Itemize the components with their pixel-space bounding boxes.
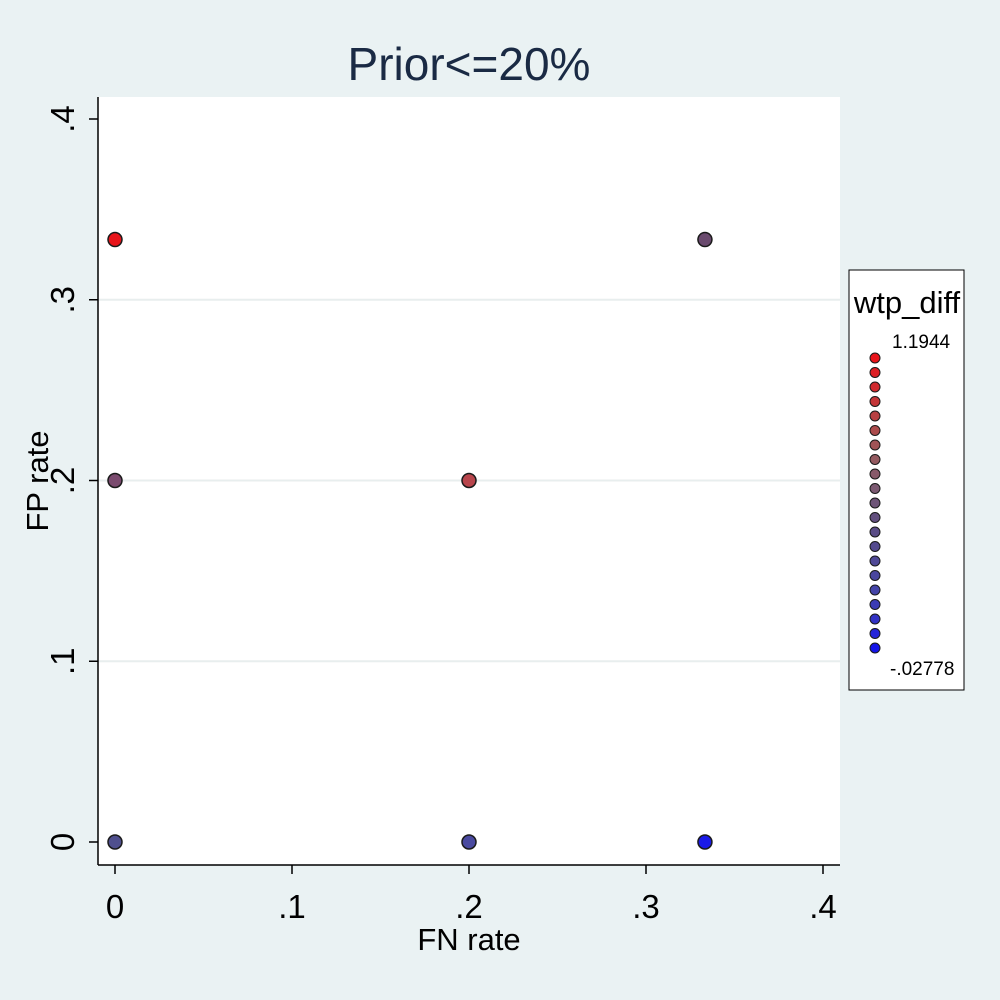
legend-title: wtp_diff	[853, 285, 961, 320]
y-axis-label: FP rate	[20, 430, 55, 531]
legend-dot-5	[869, 425, 881, 436]
y-tick-label-1: .1	[44, 647, 81, 675]
legend-dot-16	[869, 584, 881, 596]
legend-dot-4	[869, 410, 881, 422]
x-ticks: 0 .1 .2 .3 .4	[106, 865, 837, 925]
x-tick-label-2: .2	[455, 888, 483, 925]
data-point-2	[107, 834, 123, 850]
legend-dot-7	[869, 454, 881, 465]
legend-dot-9	[869, 483, 881, 494]
legend-dot-1	[869, 367, 881, 378]
data-points	[107, 231, 713, 850]
legend-dot-20	[869, 642, 881, 654]
legend-dot-0	[869, 352, 881, 364]
legend-min-label: -.02778	[890, 659, 954, 680]
y-tick-label-3: .3	[44, 286, 81, 314]
legend-dot-3	[869, 396, 881, 407]
x-axis-label: FN rate	[417, 922, 520, 957]
legend-dot-14	[869, 555, 881, 567]
legend-dot-12	[869, 526, 881, 538]
legend-box	[848, 269, 965, 691]
x-tick-label-0: 0	[106, 888, 124, 925]
y-tick-label-2: .2	[44, 467, 81, 495]
data-point-1	[107, 472, 123, 489]
legend-dot-2	[869, 381, 881, 393]
legend-dot-11	[869, 512, 881, 523]
x-tick-label-1: .1	[278, 888, 306, 925]
x-tick-label-4: .4	[809, 888, 837, 925]
data-point-6	[697, 834, 713, 850]
legend: wtp_diff 1.1944 -.02778	[848, 269, 965, 691]
legend-dot-10	[869, 497, 881, 509]
legend-dot-19	[869, 628, 881, 639]
legend-dot-17	[869, 599, 881, 610]
legend-max-label: 1.1944	[892, 332, 951, 353]
y-ticks: 0 .1 .2 .3 .4	[44, 105, 98, 851]
legend-dot-13	[869, 541, 881, 552]
data-point-0	[107, 231, 123, 248]
legend-dot-6	[869, 439, 881, 451]
data-point-4	[461, 834, 477, 850]
data-point-3	[461, 472, 477, 489]
legend-dot-18	[869, 613, 881, 625]
legend-dot-15	[869, 570, 881, 581]
y-tick-label-4: .4	[44, 105, 81, 133]
data-point-5	[697, 231, 713, 248]
chart-title: Prior<=20%	[348, 38, 591, 90]
legend-dots	[869, 352, 881, 654]
x-tick-label-3: .3	[632, 888, 660, 925]
legend-dot-8	[869, 468, 881, 480]
y-tick-label-0: 0	[44, 833, 81, 851]
